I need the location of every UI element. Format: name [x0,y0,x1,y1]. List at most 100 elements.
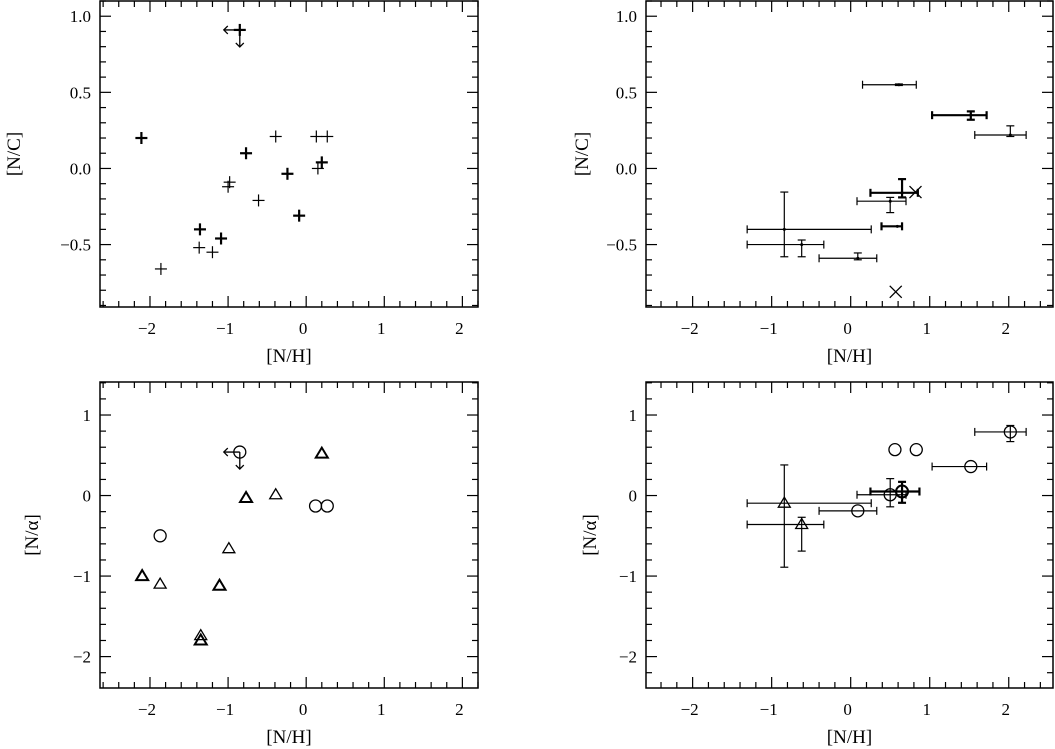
data-point-triangle [211,577,228,591]
x-tick-label: −1 [760,700,778,719]
data-point-x [909,185,922,199]
circle-marker [1003,425,1017,439]
data-point-plus [315,156,328,169]
triangle-marker [152,576,168,589]
dot-marker [856,256,860,260]
data-point-circle [308,499,323,513]
data-point-x [889,285,903,299]
triangle-marker [238,490,254,503]
data-point-circle [320,499,334,513]
x-axis-label: [N/H] [827,346,872,367]
data-point-plus [293,209,306,222]
dot-marker [969,113,973,117]
x-tick-label: 2 [455,319,464,338]
data-point-dot [818,252,878,263]
y-tick-label: 0.5 [616,83,637,102]
circle-marker [895,484,910,499]
circle-marker [320,499,334,513]
x-axis-label: [N/H] [266,346,311,367]
data-point-triangle [238,490,254,503]
x-tick-label: 2 [1001,319,1010,338]
data-point-circle [869,480,921,504]
x-tick-label: 0 [299,319,308,338]
y-tick-label: −0.5 [606,236,637,255]
y-tick-label: 0 [629,487,638,506]
chart-panel-bottom-right: −2 −1 0 1 2 1 0 −1 −2 [N/H] [N/α] [580,381,1054,748]
plot-frame [645,0,1054,308]
data-point-plus [154,262,167,275]
data-point-circle [153,529,167,543]
x-tick-label: 0 [843,700,852,719]
plot-frame [645,381,1054,689]
down-arrow-icon [235,464,245,470]
x-tick-label: −2 [138,319,156,338]
dot-marker [1008,133,1012,137]
x-tick-label: 1 [922,700,931,719]
data-point-circle [974,424,1027,443]
x-tick-label: −1 [216,700,234,719]
y-tick-label: 1 [629,406,638,425]
dot-marker [888,199,892,203]
data-point-triangle [746,516,825,552]
dot-marker [800,243,804,247]
x-tick-label: 0 [299,700,308,719]
data-point-circle [818,504,878,518]
y-tick-label: −0.5 [60,236,91,255]
triangle-marker [221,541,237,554]
chart-panel-top-right: −2 −1 0 1 2 1.0 0.5 0.0 −0.5 [N/H] [N/C] [572,0,1054,367]
data-point-dot [746,191,872,258]
y-tick-label: 0.0 [616,159,637,178]
data-point-plus [321,130,334,143]
dot-marker [782,227,786,231]
circle-marker [909,442,923,457]
circle-marker [153,529,167,543]
x-marker [889,285,903,299]
chart-panel-top-left: −2 −1 0 1 2 1.0 0.5 0.0 −0.5 [N/H] [N/C] [4,0,479,367]
data-point-dot [930,110,988,121]
left-arrow-icon [222,447,229,457]
data-point-plus [252,194,265,207]
triangle-marker [211,577,228,591]
data-point-triangle [134,568,150,582]
plot-frame [99,0,479,308]
circle-marker [888,442,902,457]
dot-marker [900,191,904,195]
triangle-marker [777,495,792,508]
x-tick-label: 2 [455,700,464,719]
x-tick-label: −2 [138,700,156,719]
y-tick-label: −1 [619,567,637,586]
triangle-marker [268,487,283,500]
x-tick-label: 2 [1001,700,1010,719]
data-point-plus [193,223,206,236]
x-tick-label: −1 [760,319,778,338]
data-point-plus [310,130,323,143]
data-point-circle [888,442,902,457]
x-axis-label: [N/H] [266,727,311,748]
x-tick-label: −2 [681,700,699,719]
dot-marker [897,83,901,87]
data-point-triangle [192,632,209,646]
data-point-circle [909,442,923,457]
data-point-plus [135,132,148,145]
y-tick-label: −2 [73,648,91,667]
triangle-marker [193,628,208,641]
y-tick-label: 1 [83,406,92,425]
x-tick-label: 0 [843,319,852,338]
triangle-marker [134,568,150,582]
dot-marker [895,224,899,228]
triangle-marker [192,632,209,646]
down-arrow-icon [235,42,245,48]
circle-marker [964,459,978,474]
data-point-circle [222,445,247,470]
data-point-triangle [314,445,330,459]
y-tick-label: 0 [83,487,92,506]
data-point-dot [869,178,919,199]
data-point-plus [269,130,282,143]
y-tick-label: 1.0 [70,7,91,26]
y-axis-label: [N/α] [22,514,43,556]
data-point-plus [311,162,324,175]
y-tick-label: 0.5 [70,83,91,102]
data-point-plus [206,246,219,259]
data-point-dot [974,125,1027,139]
